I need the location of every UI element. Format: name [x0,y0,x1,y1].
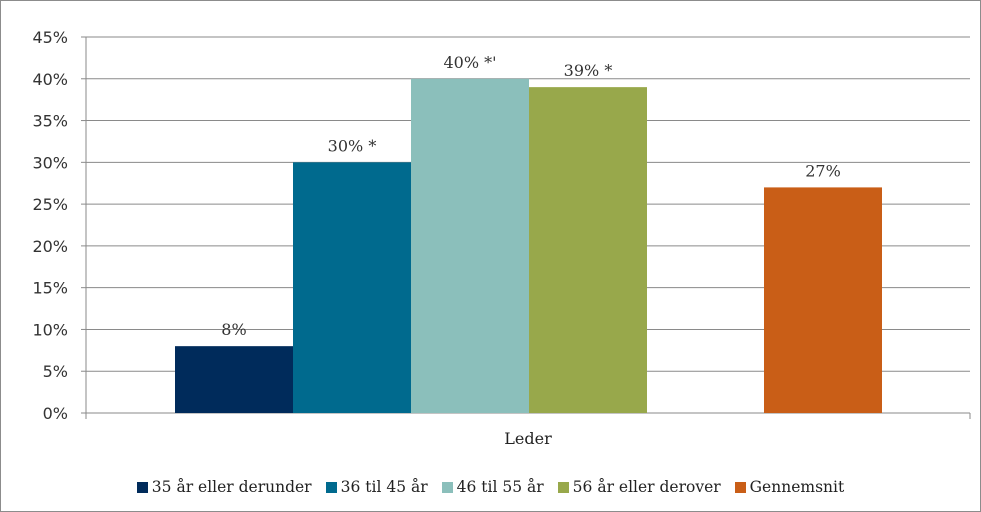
y-tick-label: 30% [32,153,68,172]
y-tick-label: 20% [32,237,68,256]
y-tick-label: 25% [32,195,68,214]
y-tick-label: 10% [32,320,68,339]
legend-label: 46 til 55 år [456,478,544,496]
legend-item: 35 år eller derunder [136,478,312,496]
y-tick-label: 5% [43,362,68,381]
y-tick-label: 40% [32,70,68,89]
data-label: 39% * [564,61,613,80]
legend-swatch [325,481,337,493]
legend-label: 35 år eller derunder [151,478,312,496]
bar-1 [175,346,293,413]
bar-5 [764,187,882,413]
legend-swatch [557,481,569,493]
data-label: 8% [221,320,246,339]
legend-label: 56 år eller derover [572,478,721,496]
data-label: 40% *' [443,53,496,72]
y-tick-label: 15% [32,279,68,298]
data-label: 30% * [328,136,377,155]
data-label: 27% [805,161,841,180]
legend-item: 46 til 55 år [441,478,544,496]
legend-swatch [136,481,148,493]
legend-item: 56 år eller derover [557,478,721,496]
legend: 35 år eller derunder 36 til 45 år 46 til 5… [0,478,981,496]
y-tick-label: 45% [32,28,68,47]
legend-label: 36 til 45 år [340,478,428,496]
y-tick-label: 35% [32,112,68,131]
legend-item: 36 til 45 år [325,478,428,496]
legend-swatch [441,481,453,493]
bar-2 [293,162,411,413]
legend-label: Gennemsnit [749,478,845,496]
legend-swatch [734,481,746,493]
legend-item: Gennemsnit [734,478,845,496]
category-label: Leder [504,429,552,448]
bar-3 [411,78,529,414]
y-tick-label: 0% [43,404,68,423]
bar-4 [529,87,647,413]
